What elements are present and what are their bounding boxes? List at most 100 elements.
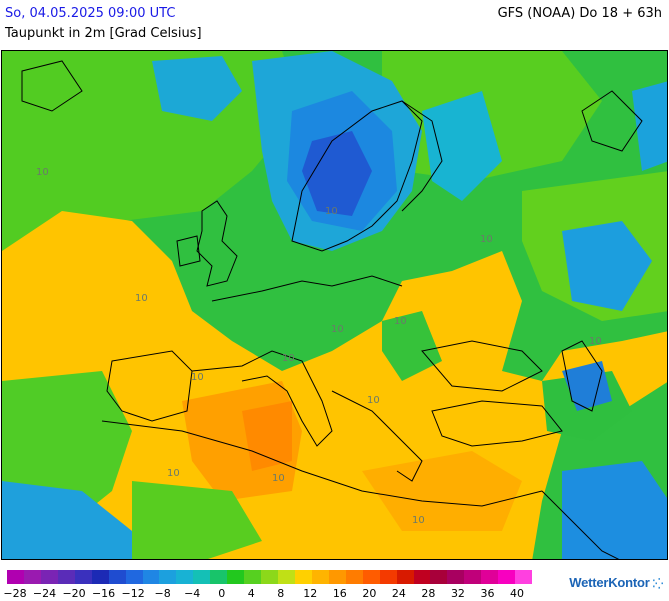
scale-tick-label: 20 [362, 587, 377, 600]
color-swatch [447, 570, 465, 584]
region-baltic-east [422, 91, 502, 201]
color-swatch [125, 570, 143, 584]
region-sahara-green [132, 481, 262, 559]
wetterkontor-logo: WetterKontor ⁚⁛ [569, 575, 663, 590]
region-east-med-orange [362, 451, 522, 531]
contour-label: 10 [135, 293, 148, 304]
contour-label: 10 [394, 316, 407, 327]
color-swatch [261, 570, 278, 584]
contour-label: 10 [412, 515, 425, 526]
color-swatch [498, 570, 516, 584]
dewpoint-map: 10 10 10 10 10 10 10 10 10 10 10 10 10 [1, 50, 668, 560]
header-datetime: So, 04.05.2025 09:00 UTC [5, 6, 176, 21]
color-swatch [345, 570, 363, 584]
color-swatch [311, 570, 329, 584]
scale-tick-label: 0 [218, 587, 226, 600]
region-carpathian-green [382, 311, 442, 381]
header-parameter: Taupunkt in 2m [Grad Celsius] [5, 26, 202, 41]
contour-label: 10 [191, 372, 204, 383]
color-swatch [362, 570, 380, 584]
coast-iceland [21, 60, 83, 112]
color-swatch [176, 570, 194, 584]
header-model-run: GFS (NOAA) Do 18 + 63h [497, 6, 662, 21]
color-swatch [40, 570, 58, 584]
coast-red-sea [541, 490, 620, 559]
color-swatch [23, 570, 41, 584]
color-swatch [244, 570, 262, 584]
contour-label: 10 [272, 473, 285, 484]
coast-turkey [431, 400, 563, 447]
coast-caspian [561, 340, 603, 412]
scale-tick-label: −20 [62, 587, 86, 600]
brand-name: WetterKontor [569, 575, 650, 590]
color-swatch [142, 570, 160, 584]
color-swatch [193, 570, 211, 584]
coast-ireland [176, 235, 201, 267]
contour-label: 10 [167, 468, 180, 479]
region-tyrrhenian-deep [242, 401, 292, 471]
color-swatch [379, 570, 397, 584]
contour-label: 10 [331, 324, 344, 335]
region-atlantic-south-blue [2, 481, 132, 559]
color-swatch [210, 570, 228, 584]
scale-tick-label: 36 [480, 587, 495, 600]
scale-tick-label: −4 [184, 587, 201, 600]
coast-great-britain [196, 200, 238, 287]
color-swatch [396, 570, 414, 584]
coast-finland [401, 100, 443, 212]
coast-iberia [106, 350, 193, 422]
region-ural-blue [562, 221, 652, 311]
contour-label: 10 [325, 206, 338, 217]
scale-tick-label: −12 [121, 587, 145, 600]
scale-tick-label: 16 [332, 587, 347, 600]
scale-tick-label: 4 [247, 587, 255, 600]
contour-label: 10 [480, 234, 493, 245]
color-swatch [430, 570, 448, 584]
coast-scandinavia [291, 100, 423, 252]
scale-tick-label: 24 [391, 587, 406, 600]
color-swatch [91, 570, 109, 584]
color-swatch [159, 570, 177, 584]
color-swatch [108, 570, 126, 584]
color-swatch [413, 570, 431, 584]
map-canvas: 10 10 10 10 10 10 10 10 10 10 10 10 10 [2, 51, 667, 559]
region-scandinavia-dark [302, 131, 372, 216]
coastlines [21, 60, 643, 559]
signal-icon: ⁚⁛ [649, 579, 663, 590]
contour-label: 10 [589, 336, 602, 347]
scale-tick-label: 28 [421, 587, 436, 600]
coast-north-europe [211, 275, 403, 302]
coast-italy [191, 350, 333, 447]
coast-novaya-zemlya [581, 90, 643, 152]
color-swatch [464, 570, 482, 584]
color-scale [7, 570, 533, 584]
color-swatch [57, 570, 75, 584]
scale-tick-label: −8 [154, 587, 171, 600]
scale-tick-label: −28 [3, 587, 27, 600]
scale-tick-label: 32 [450, 587, 465, 600]
scale-tick-label: 12 [303, 587, 318, 600]
coast-black-sea [421, 340, 543, 392]
color-swatch [227, 570, 245, 584]
coast-balkans [331, 390, 423, 482]
scale-tick-label: 8 [277, 587, 285, 600]
coast-north-africa [101, 420, 543, 507]
color-swatch [481, 570, 499, 584]
region-arabia-blue [562, 461, 667, 559]
color-swatch [328, 570, 346, 584]
color-swatch [515, 570, 533, 584]
color-scale-ticks: −28 −24 −20 −16 −12 −8 −4 0 4 8 12 16 20 24 28 32 36 40 [0, 587, 540, 601]
scale-tick-label: −16 [91, 587, 116, 600]
color-swatch [278, 570, 295, 584]
scale-tick-label: 40 [510, 587, 524, 600]
contour-label: 10 [36, 167, 49, 178]
color-swatch [7, 570, 24, 584]
contour-label: 10 [367, 395, 380, 406]
color-swatch [74, 570, 92, 584]
contour-labels: 10 10 10 10 10 10 10 10 10 10 10 10 10 [36, 167, 602, 526]
contour-label: 10 [282, 353, 295, 364]
scale-tick-label: −24 [32, 587, 57, 600]
color-swatch [294, 570, 312, 584]
region-northeast-blue [632, 81, 667, 171]
region-greenland-sea [152, 56, 242, 121]
